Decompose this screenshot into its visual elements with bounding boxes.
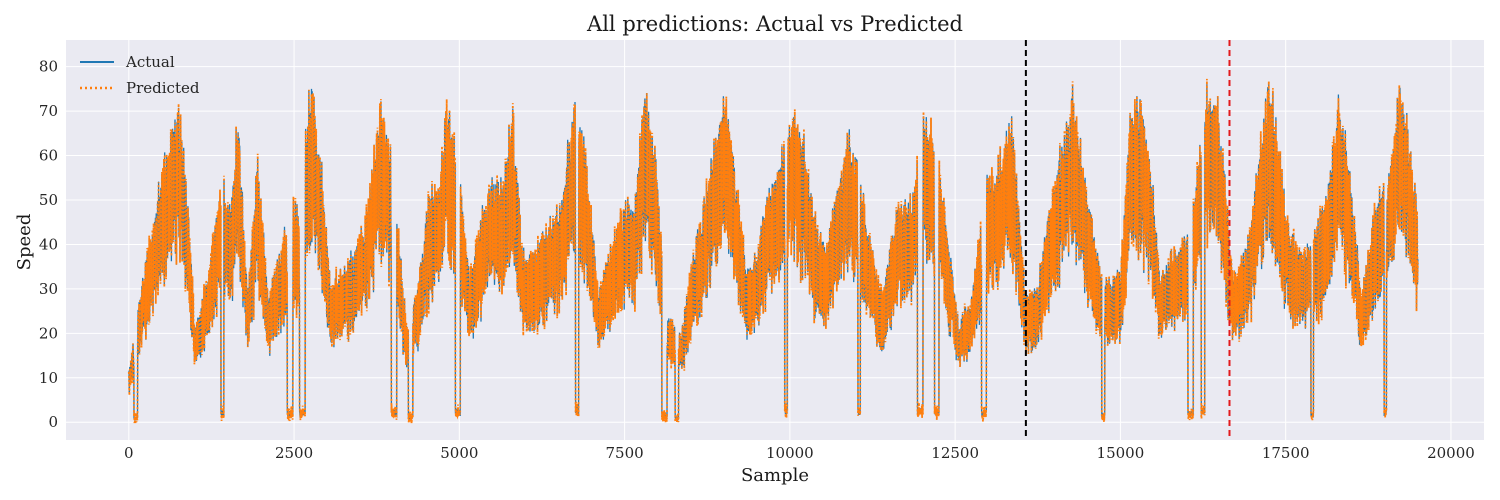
y-tick-label: 10 <box>39 369 58 387</box>
y-tick-label: 30 <box>39 280 58 298</box>
x-tick-labels: 0 2500 5000 7500 10000 12500 15000 17500 20000 <box>124 444 1475 462</box>
x-tick-label: 0 <box>124 444 134 462</box>
y-tick-label: 70 <box>39 102 58 120</box>
x-axis-label: Sample <box>741 465 809 486</box>
x-tick-label: 12500 <box>931 444 979 462</box>
y-tick-label: 50 <box>39 191 58 209</box>
x-tick-label: 2500 <box>275 444 313 462</box>
x-tick-label: 17500 <box>1262 444 1310 462</box>
y-tick-label: 80 <box>39 58 58 76</box>
legend-predicted-label: Predicted <box>126 79 200 97</box>
series-predicted-line <box>127 78 1419 424</box>
vlines <box>1024 40 1231 440</box>
legend: Actual Predicted <box>80 53 200 97</box>
x-tick-label: 20000 <box>1427 444 1475 462</box>
series-layer <box>127 78 1419 424</box>
y-tick-labels: 0 10 20 30 40 50 60 70 80 <box>39 58 58 432</box>
x-tick-label: 10000 <box>766 444 814 462</box>
legend-actual-label: Actual <box>125 53 175 71</box>
x-tick-label: 7500 <box>606 444 644 462</box>
y-axis-label: Speed <box>14 214 35 271</box>
chart-title: All predictions: Actual vs Predicted <box>586 12 963 36</box>
plot-area <box>127 40 1419 440</box>
y-tick-label: 0 <box>48 413 58 431</box>
y-tick-label: 40 <box>39 235 58 253</box>
y-tick-label: 60 <box>39 147 58 165</box>
x-tick-label: 5000 <box>440 444 478 462</box>
x-tick-label: 15000 <box>1097 444 1145 462</box>
y-tick-label: 20 <box>39 324 58 342</box>
